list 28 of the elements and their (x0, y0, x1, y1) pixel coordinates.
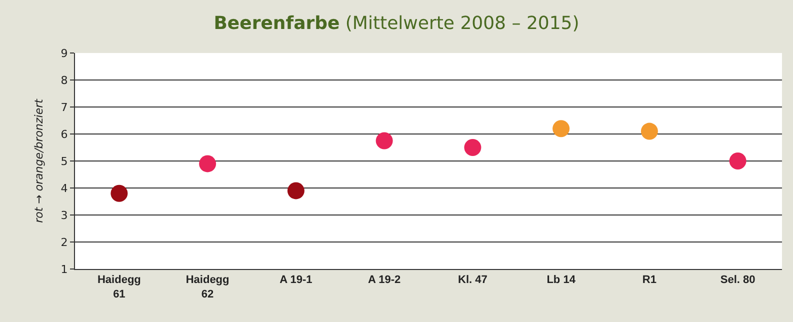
y-tick-label: 7 (60, 100, 68, 114)
x-tick-label: Sel. 80 (720, 274, 756, 286)
point (287, 182, 304, 200)
point (376, 132, 393, 150)
x-tick-label: Kl. 47 (458, 274, 488, 286)
y-tick-label: 5 (60, 154, 68, 168)
x-tick-label: Lb 14 (546, 274, 576, 286)
y-tick-label: 6 (60, 128, 68, 141)
y-tick-label: 4 (60, 182, 68, 195)
y-tick-label: 1 (60, 262, 68, 276)
x-tick-label: A 19-2 (368, 274, 401, 286)
point (640, 122, 658, 140)
point (110, 184, 128, 202)
point (552, 120, 570, 138)
x-tick-label: Haidegg 61 (97, 274, 141, 300)
y-tick-label: 9 (60, 46, 68, 60)
chart-subtitle: (Mittelwerte 2008 – 2015) (345, 12, 580, 34)
x-tick-label: R1 (642, 274, 656, 286)
y-tick-label: 2 (60, 236, 68, 249)
point (729, 152, 746, 170)
y-axis-title: rot → orange/bronziert (32, 98, 46, 223)
y-tick-label: 8 (60, 74, 68, 87)
y-tick-label: 3 (60, 208, 68, 222)
chart-title: Beerenfarbe (214, 12, 340, 34)
x-tick-label: Haidegg 62 (186, 274, 230, 300)
point (199, 155, 216, 172)
point (464, 139, 482, 156)
x-tick-label: A 19-1 (280, 274, 312, 286)
